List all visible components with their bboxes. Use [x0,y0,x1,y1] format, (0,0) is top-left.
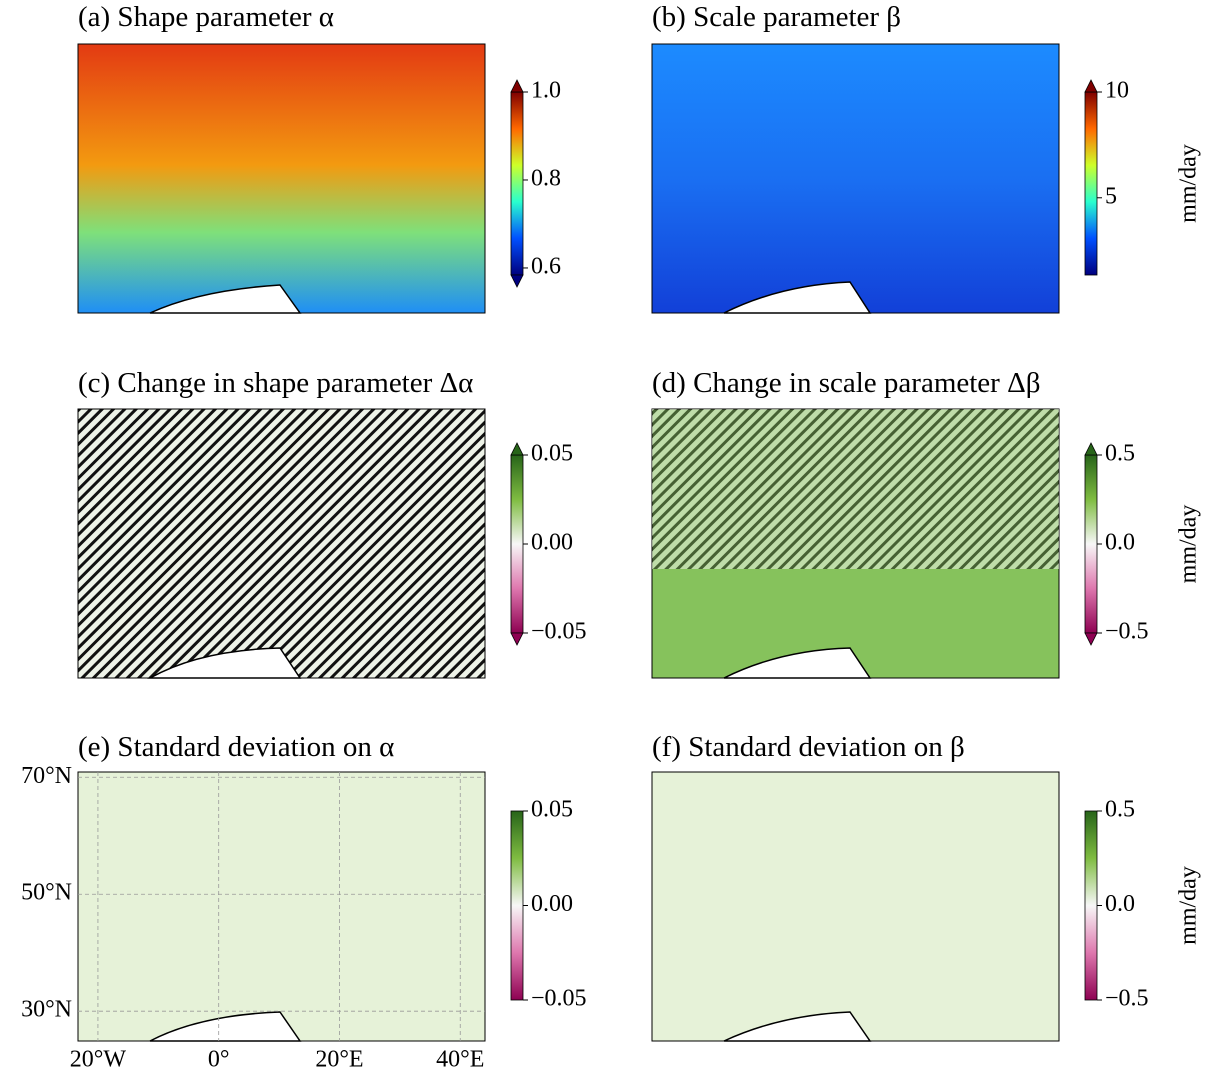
colorbar [511,811,523,1000]
colorbar-tick-label: 0.05 [531,441,573,467]
colorbar-tick-label: 1.0 [531,78,561,104]
colorbar-tick-label: 0.0 [1105,891,1135,917]
colorbar-label: mm/day [1176,144,1202,223]
panel-title: (b) Scale parameter β [652,1,901,33]
colorbar-tick-label: −0.05 [531,986,587,1012]
colorbar-tick-label: 0.00 [531,530,573,556]
colorbar-extend-max [511,80,523,92]
colorbar-tick-label: −0.05 [531,619,587,645]
panel-title: (f) Standard deviation on β [652,731,965,763]
colorbar [511,92,523,275]
x-tick-label: 0° [208,1047,230,1073]
map-b [652,44,1059,313]
colorbar-tick-label: 0.05 [531,797,573,823]
colorbar-tick-label: 0.5 [1105,797,1135,823]
colorbar-tick-label: 10 [1105,78,1129,104]
colorbar [1085,811,1097,1000]
colorbar-tick-label: 0.00 [531,891,573,917]
panel-title: (d) Change in scale parameter Δβ [652,367,1040,399]
colorbar-extend-max [1085,80,1097,92]
colorbar-tick-label: 0.5 [1105,441,1135,467]
panel-title: (e) Standard deviation on α [78,731,394,763]
colorbar-tick-label: 0.0 [1105,530,1135,556]
panel-title: (a) Shape parameter α [78,1,334,33]
figure: (a) Shape parameter α 1.0 0.8 0.6 (b) Scale … [0,0,1214,1075]
colorbar-extend-min [511,633,523,645]
colorbar [511,455,523,633]
map-f [652,772,1059,1041]
colorbar-label: mm/day [1176,866,1202,945]
map-d-hatch [652,409,1059,569]
colorbar-tick-label: 5 [1105,183,1117,209]
colorbar-extend-max [1085,443,1097,455]
map-a [78,44,485,313]
colorbar [1085,455,1097,633]
colorbar-tick-label: 0.8 [531,165,561,191]
colorbar-extend-min [511,275,523,287]
x-tick-label: 20°E [315,1047,363,1073]
map-e [78,772,485,1041]
colorbar-label: mm/day [1176,505,1202,584]
colorbar-tick-label: −0.5 [1105,619,1149,645]
colorbar [1085,92,1097,275]
y-tick-label: 30°N [21,997,72,1023]
y-tick-label: 70°N [21,763,72,789]
colorbar-tick-label: −0.5 [1105,986,1149,1012]
colorbar-tick-label: 0.6 [531,253,561,279]
panel-title: (c) Change in shape parameter Δα [78,367,473,399]
colorbar-extend-min [1085,633,1097,645]
y-tick-label: 50°N [21,880,72,906]
colorbar-extend-max [511,443,523,455]
x-tick-label: 20°W [70,1047,127,1073]
x-tick-label: 40°E [436,1047,484,1073]
map-c [78,409,485,678]
